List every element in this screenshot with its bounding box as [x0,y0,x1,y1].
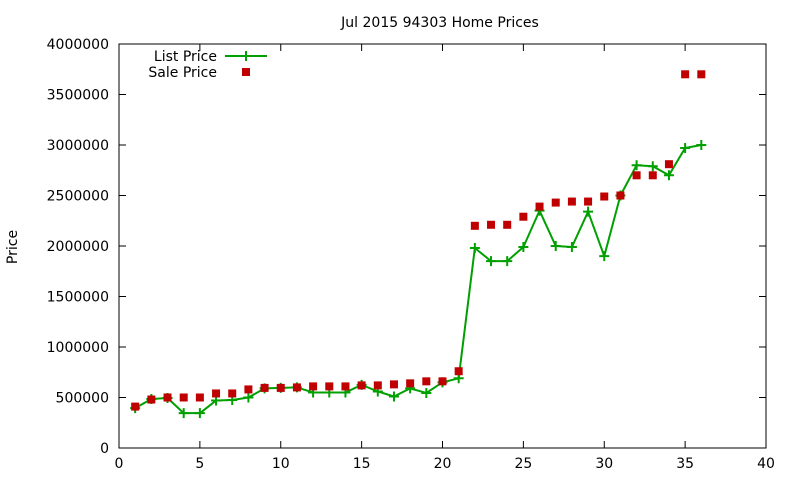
list-price-point [178,408,189,419]
y-tick-label: 4000000 [47,37,109,53]
sale-price-point [195,393,204,402]
x-tick-label: 35 [676,456,694,472]
y-tick-label: 2000000 [47,239,109,255]
x-tick-label: 40 [757,456,775,472]
y-tick-label: 1000000 [47,340,109,356]
legend-label-sale-price: Sale Price [148,65,217,81]
sale-price-point [228,389,237,398]
list-price-point [599,251,610,262]
sale-price-point [163,393,172,402]
sale-price-point [325,382,334,391]
legend: List Price Sale Price [148,49,267,81]
list-price-point [631,160,642,171]
legend-label-list-price: List Price [154,49,217,65]
sale-price-point [292,383,301,392]
plot-frame [118,43,767,449]
sale-price-point [131,402,140,411]
sale-price-point [147,395,156,404]
sale-price-point [584,197,593,206]
list-price-line [134,144,702,415]
x-tick-label: 30 [595,456,613,472]
sale-price-point [309,382,318,391]
sale-price-point [503,220,512,229]
x-tick-label: 25 [514,456,532,472]
sale-price-point [357,381,366,390]
list-price-point [194,408,205,419]
y-tick-label: 2500000 [47,189,109,205]
sale-price-point [389,380,398,389]
x-tick-label: 0 [115,456,124,472]
sale-price-point [341,382,350,391]
legend-marker-sale-price [242,68,250,76]
sale-price-point [681,70,690,79]
sale-price-point [438,377,447,386]
list-price-point [469,243,480,254]
y-tick-label: 3000000 [47,138,109,154]
sale-price-point [244,385,253,394]
x-tick-label: 15 [353,456,371,472]
list-price-point [583,206,594,217]
list-price-point [696,140,707,150]
list-price-point [502,256,513,267]
list-price-point [388,391,399,402]
list-price-point [518,242,529,253]
sale-price-point [567,197,576,206]
sale-price-point [212,389,221,398]
list-price-point [243,392,254,403]
sale-price-point [454,367,463,376]
sale-price-point [535,202,544,211]
y-tick-label: 500000 [56,391,109,407]
list-price-point [647,161,658,172]
sale-price-point [616,191,625,200]
axis-ticks: 0 5 10 15 20 25 30 35 40 0 500000 1000000 1500000 200… [47,37,775,472]
sale-price-point [632,171,641,180]
list-price-point [663,170,674,181]
list-price-point [680,143,691,154]
sale-price-point [519,212,528,221]
x-tick-label: 10 [272,456,290,472]
list-price-point [566,242,577,253]
y-tick-label: 1500000 [47,290,109,306]
sale-price-point [276,383,285,392]
list-price-point [421,387,432,398]
sale-price-point [551,198,560,207]
y-tick-label: 3500000 [47,88,109,104]
sale-price-point [406,379,415,388]
y-tick-label: 0 [100,441,109,457]
sale-price-point [470,221,479,230]
sale-price-point [373,381,382,390]
legend-marker-list-price [241,51,251,61]
sale-price-point [179,393,188,402]
sale-price-point [648,171,657,180]
series-layer [130,70,707,419]
sale-price-point [664,160,673,169]
list-price-point [486,256,497,267]
x-tick-label: 20 [434,456,452,472]
sale-price-point [260,383,269,392]
chart-title: Jul 2015 94303 Home Prices [340,15,539,31]
sale-price-point [697,70,706,79]
sale-price-point [600,192,609,201]
list-price-point [550,241,561,251]
sale-price-point [487,220,496,229]
x-tick-label: 5 [195,456,204,472]
y-axis-label: Price [5,230,21,264]
sale-price-point [422,377,431,386]
